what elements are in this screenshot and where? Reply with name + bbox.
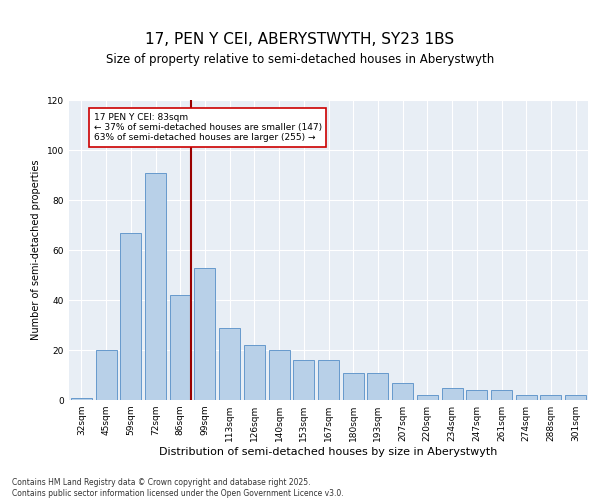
Bar <box>392 382 413 400</box>
Bar <box>417 395 438 400</box>
Bar <box>466 390 487 400</box>
Bar <box>293 360 314 400</box>
Bar <box>491 390 512 400</box>
Bar <box>145 172 166 400</box>
Bar <box>194 268 215 400</box>
Bar <box>318 360 339 400</box>
Bar <box>120 232 141 400</box>
Text: 17, PEN Y CEI, ABERYSTWYTH, SY23 1BS: 17, PEN Y CEI, ABERYSTWYTH, SY23 1BS <box>145 32 455 48</box>
Bar <box>516 395 537 400</box>
Text: 17 PEN Y CEI: 83sqm
← 37% of semi-detached houses are smaller (147)
63% of semi-: 17 PEN Y CEI: 83sqm ← 37% of semi-detach… <box>94 112 322 142</box>
Bar <box>244 345 265 400</box>
Bar <box>95 350 116 400</box>
Bar <box>269 350 290 400</box>
Y-axis label: Number of semi-detached properties: Number of semi-detached properties <box>31 160 41 340</box>
Bar <box>71 398 92 400</box>
Text: Contains HM Land Registry data © Crown copyright and database right 2025.
Contai: Contains HM Land Registry data © Crown c… <box>12 478 344 498</box>
Bar <box>367 372 388 400</box>
Bar <box>219 328 240 400</box>
X-axis label: Distribution of semi-detached houses by size in Aberystwyth: Distribution of semi-detached houses by … <box>160 447 497 457</box>
Bar <box>343 372 364 400</box>
Bar <box>442 388 463 400</box>
Text: Size of property relative to semi-detached houses in Aberystwyth: Size of property relative to semi-detach… <box>106 54 494 66</box>
Bar <box>565 395 586 400</box>
Bar <box>541 395 562 400</box>
Bar <box>170 295 191 400</box>
